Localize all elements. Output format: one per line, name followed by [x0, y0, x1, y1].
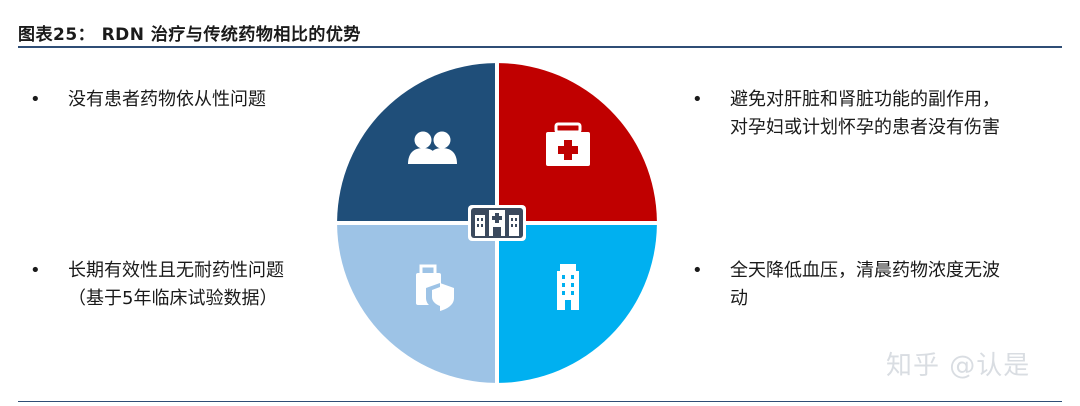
point-text: 没有患者药物依从性问题 [68, 86, 266, 114]
shield-bag-icon [416, 264, 454, 311]
point-line: （基于5年临床试验数据） [68, 288, 278, 309]
bullet: • [692, 89, 703, 110]
hospital-icon [468, 205, 526, 241]
point-top-left: • 没有患者药物依从性问题 [30, 86, 266, 114]
quadrant-diagram [337, 63, 657, 383]
point-line: 没有患者药物依从性问题 [68, 89, 266, 110]
bottom-divider [18, 401, 1062, 402]
point-line: 避免对肝脏和肾脏功能的副作用， [730, 89, 1000, 110]
bullet: • [30, 89, 41, 110]
point-text: 避免对肝脏和肾脏功能的副作用， 对孕妇或计划怀孕的患者没有伤害 [730, 86, 1000, 142]
point-line: 对孕妇或计划怀孕的患者没有伤害 [730, 117, 1000, 138]
point-line: 动 [730, 288, 748, 309]
quadrant-bottom-left [337, 225, 495, 383]
watermark: 知乎 @认是 [886, 351, 1031, 381]
point-text: 长期有效性且无耐药性问题 （基于5年临床试验数据） [68, 257, 284, 313]
point-top-right: • 避免对肝脏和肾脏功能的副作用， 对孕妇或计划怀孕的患者没有伤害 [692, 86, 1000, 142]
bullet: • [692, 260, 703, 281]
building-icon [557, 264, 579, 310]
point-text: 全天降低血压，清晨药物浓度无波 动 [730, 257, 1000, 313]
top-divider [18, 46, 1062, 48]
first-aid-kit-icon [546, 122, 590, 166]
point-line: 长期有效性且无耐药性问题 [68, 260, 284, 281]
point-bottom-left: • 长期有效性且无耐药性问题 （基于5年临床试验数据） [30, 257, 284, 313]
bullet: • [30, 260, 41, 281]
point-line: 全天降低血压，清晨药物浓度无波 [730, 260, 1000, 281]
point-bottom-right: • 全天降低血压，清晨药物浓度无波 动 [692, 257, 1000, 313]
figure-title: 图表25： RDN 治疗与传统药物相比的优势 [18, 25, 361, 45]
people-icon [408, 131, 457, 164]
